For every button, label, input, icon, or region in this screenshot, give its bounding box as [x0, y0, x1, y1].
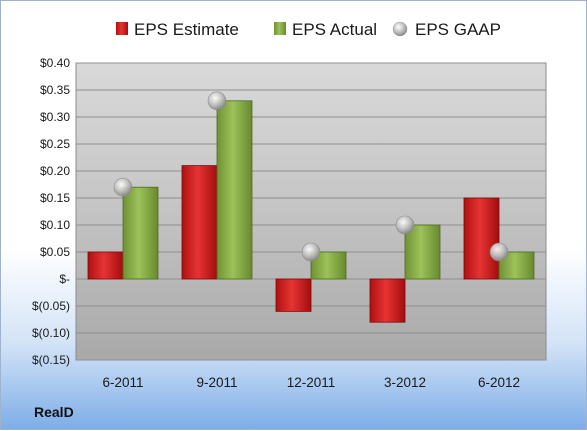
y-tick-label: $0.40	[40, 56, 70, 70]
y-tick-label: $(0.15)	[32, 353, 70, 367]
marker-eps-gaap	[113, 177, 133, 197]
bar-eps-estimate	[275, 278, 312, 312]
legend-swatch-actual	[274, 22, 286, 35]
marker-eps-gaap	[489, 242, 509, 262]
legend-item-actual: EPS Actual	[274, 20, 377, 39]
x-tick-label: 3-2012	[384, 375, 426, 390]
y-tick-label: $(0.05)	[32, 299, 70, 313]
legend-item-gaap: EPS GAAP	[392, 20, 501, 39]
legend-label-actual: EPS Actual	[292, 20, 377, 39]
legend-swatch-estimate	[116, 22, 128, 35]
gaap-markers	[113, 91, 509, 262]
y-tick-label: $0.20	[40, 164, 70, 178]
y-tick-label: $0.35	[40, 83, 70, 97]
y-tick-label: $-	[59, 272, 70, 286]
bar-eps-actual	[122, 186, 159, 280]
bar-eps-actual	[216, 100, 253, 280]
marker-eps-gaap	[301, 242, 321, 262]
bar-eps-actual	[404, 224, 441, 280]
bar-eps-estimate	[181, 165, 218, 280]
legend-item-estimate: EPS Estimate	[116, 20, 239, 39]
x-tick-label: 9-2011	[196, 375, 237, 390]
legend-swatch-gaap	[392, 21, 408, 37]
bar-eps-estimate	[87, 251, 124, 280]
y-axis: $0.40 $0.35 $0.30 $0.25 $0.20 $0.15 $0.10 $0.05…	[32, 56, 70, 367]
x-tick-label: 6-2012	[478, 375, 520, 390]
y-tick-label: $0.15	[40, 191, 70, 205]
bar-eps-estimate	[369, 278, 406, 323]
legend-label-gaap: EPS GAAP	[415, 20, 501, 39]
x-tick-label: 6-2011	[102, 375, 143, 390]
bar-eps-estimate	[463, 197, 500, 280]
y-tick-label: $0.25	[40, 137, 70, 151]
company-label: RealD	[34, 404, 74, 420]
legend: EPS Estimate EPS Actual EPS GAAP	[116, 20, 501, 39]
y-tick-label: $0.05	[40, 245, 70, 259]
marker-eps-gaap	[395, 215, 415, 235]
legend-label-estimate: EPS Estimate	[134, 20, 239, 39]
bar-series	[87, 100, 535, 323]
marker-eps-gaap	[207, 91, 227, 111]
y-tick-label: $0.10	[40, 218, 70, 232]
x-tick-label: 12-2011	[287, 375, 336, 390]
y-tick-label: $(0.10)	[32, 326, 70, 340]
y-tick-label: $0.30	[40, 110, 70, 124]
x-axis: 6-2011 9-2011 12-2011 3-2012 6-2012	[102, 375, 520, 390]
